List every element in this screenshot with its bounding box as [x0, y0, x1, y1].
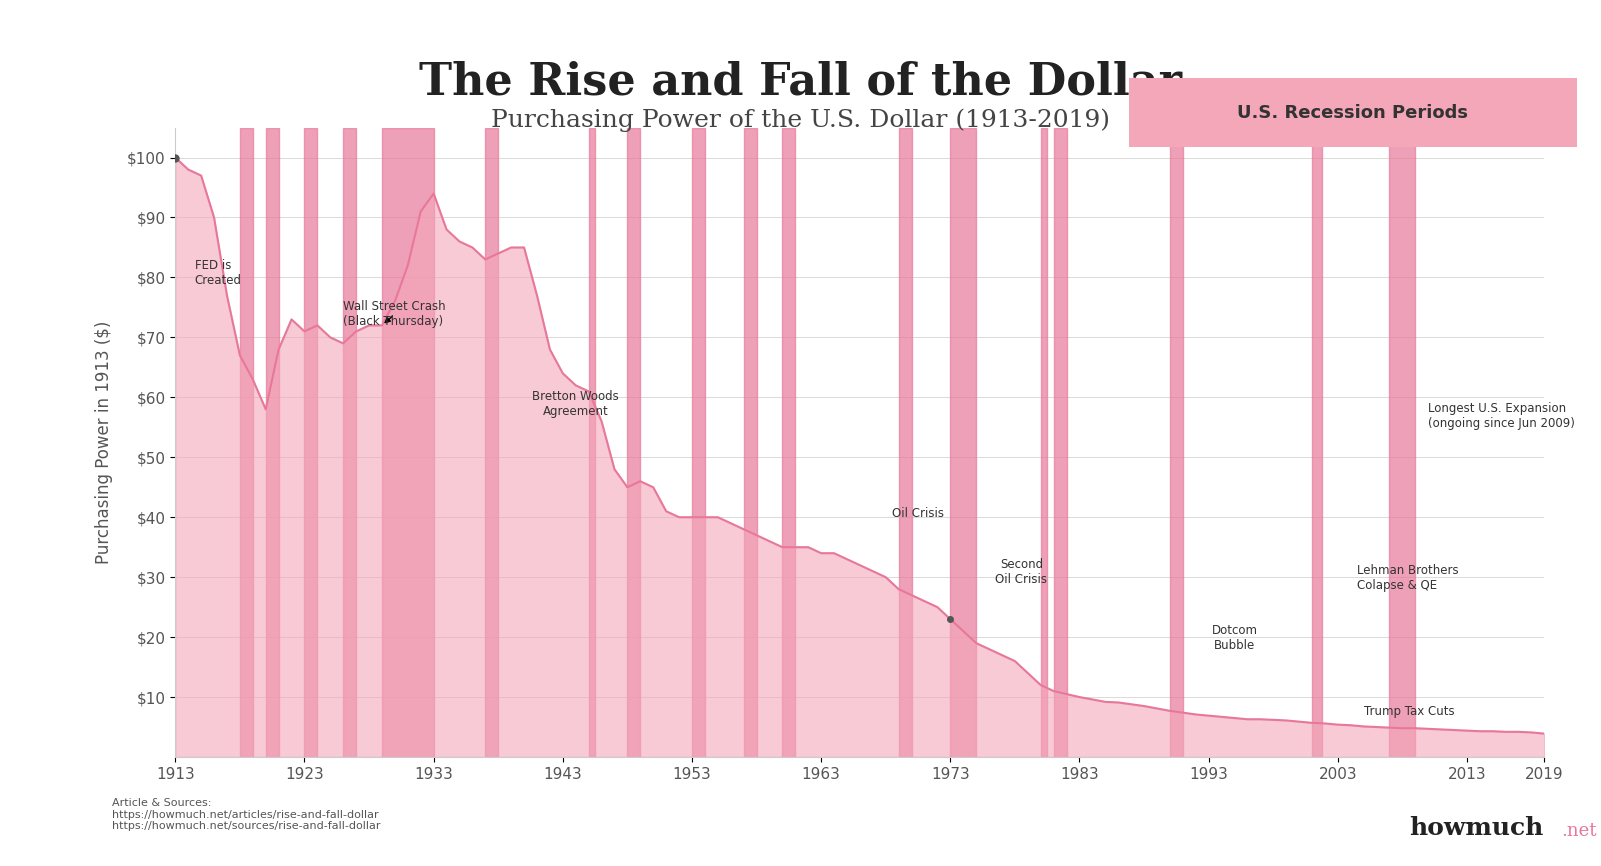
Text: U.S. Recession Periods: U.S. Recession Periods	[1238, 104, 1468, 121]
Bar	[1311, 127, 1322, 757]
Text: Wall Street Crash
(Black Thursday): Wall Street Crash (Black Thursday)	[343, 301, 445, 328]
Bar	[628, 127, 640, 757]
Bar	[485, 127, 498, 757]
Y-axis label: Purchasing Power in 1913 ($): Purchasing Power in 1913 ($)	[94, 320, 114, 564]
Bar	[589, 127, 596, 757]
Bar	[1041, 127, 1047, 757]
Text: Article & Sources:
https://howmuch.net/articles/rise-and-fall-dollar
https://how: Article & Sources: https://howmuch.net/a…	[112, 798, 381, 831]
Bar	[692, 127, 704, 757]
Text: howmuch: howmuch	[1409, 816, 1543, 840]
Bar	[898, 127, 911, 757]
Bar	[1170, 127, 1183, 757]
Text: Dotcom
Bubble: Dotcom Bubble	[1212, 624, 1257, 652]
Bar	[266, 127, 279, 757]
Bar	[304, 127, 317, 757]
Text: Trump Tax Cuts: Trump Tax Cuts	[1364, 705, 1454, 718]
Bar	[240, 127, 253, 757]
Bar	[1053, 127, 1066, 757]
Text: Longest U.S. Expansion
(ongoing since Jun 2009): Longest U.S. Expansion (ongoing since Ju…	[1428, 403, 1575, 430]
Text: .net: .net	[1561, 822, 1596, 840]
Text: Second
Oil Crisis: Second Oil Crisis	[996, 559, 1047, 586]
Text: FED is
Created: FED is Created	[195, 260, 242, 288]
Text: The Rise and Fall of the Dollar: The Rise and Fall of the Dollar	[419, 61, 1182, 104]
Text: Oil Crisis: Oil Crisis	[892, 507, 945, 520]
Bar	[1390, 127, 1415, 757]
Text: Lehman Brothers
Colapse & QE: Lehman Brothers Colapse & QE	[1358, 564, 1459, 592]
Bar	[743, 127, 757, 757]
Bar	[951, 127, 977, 757]
Bar	[383, 127, 434, 757]
Bar	[1558, 127, 1564, 757]
Text: Bretton Woods
Agreement: Bretton Woods Agreement	[533, 391, 620, 418]
Bar	[783, 127, 796, 757]
Bar	[343, 127, 355, 757]
Text: Purchasing Power of the U.S. Dollar (1913-2019): Purchasing Power of the U.S. Dollar (191…	[492, 108, 1109, 132]
